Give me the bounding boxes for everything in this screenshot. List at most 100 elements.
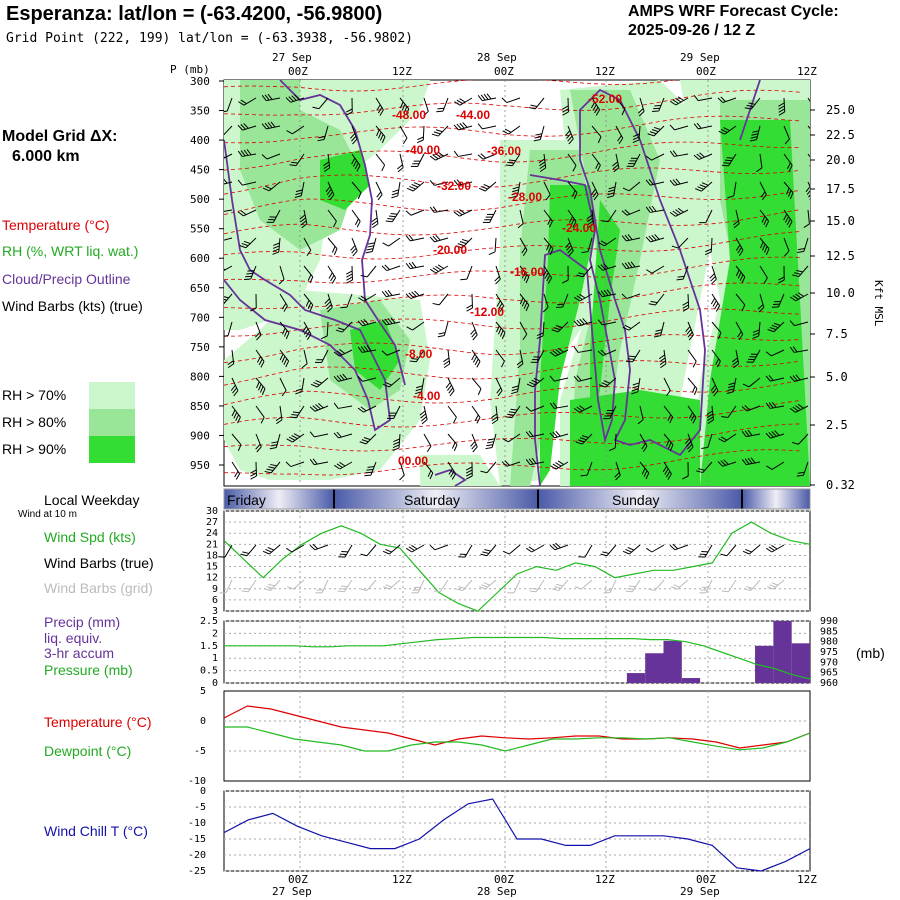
barb-staff	[410, 293, 425, 300]
barb-flag	[579, 405, 586, 411]
barb-staff	[412, 321, 425, 331]
barb-staff	[482, 125, 497, 130]
barb-flag	[453, 211, 460, 217]
barb-flag	[512, 189, 519, 193]
precip-bar	[755, 645, 774, 683]
wind-speed-line	[223, 521, 811, 612]
barb-flag	[510, 408, 518, 411]
barb-flag	[466, 304, 473, 309]
barb-staff	[443, 321, 449, 336]
barb-staff	[651, 265, 665, 274]
barb-flag	[385, 584, 392, 588]
barb-flag	[603, 289, 609, 296]
barb-flag	[388, 415, 396, 417]
barb-flag	[612, 161, 618, 167]
xs-wind-barb	[533, 125, 545, 142]
barb-staff	[771, 349, 785, 357]
pressure-ytick-960: 960	[820, 678, 838, 689]
barb-staff	[268, 544, 281, 555]
barb-flag	[629, 355, 636, 358]
xs-wind-barb	[765, 349, 785, 357]
xs-wind-barb	[327, 265, 337, 284]
xs-wind-barb	[495, 377, 503, 397]
barb-flag	[334, 464, 341, 470]
barb-flag	[716, 360, 721, 368]
barb-flag	[614, 472, 620, 478]
barb-flag	[487, 438, 495, 441]
barb-flag	[310, 383, 318, 388]
barb-staff	[327, 293, 333, 308]
barb-staff	[626, 293, 641, 300]
barb-staff	[303, 293, 314, 306]
barb-flag	[486, 444, 494, 447]
barb-flag	[455, 245, 463, 249]
xs-wind-barb	[495, 349, 505, 368]
xs-wind-barb	[778, 97, 786, 116]
xs-wind-barb	[491, 405, 499, 425]
xs-wind-barb	[807, 125, 810, 138]
barb-staff	[266, 153, 281, 160]
barb-flag	[241, 590, 249, 593]
wind-ytick-12: 12	[206, 573, 218, 584]
barb-staff	[399, 125, 408, 139]
barb-flag	[737, 331, 742, 338]
barb-flag	[741, 459, 747, 465]
xs-wind-barb	[494, 265, 501, 285]
barb-flag	[267, 547, 275, 551]
barb-flag	[549, 351, 556, 357]
barb-staff	[567, 153, 577, 166]
barb-flag	[621, 293, 628, 299]
barb-staff	[543, 153, 547, 168]
barb-staff	[773, 321, 785, 333]
xs-wind-barb	[453, 122, 473, 131]
barb-staff	[746, 461, 761, 466]
barb-flag	[385, 548, 392, 553]
barb-flag	[555, 325, 563, 329]
barb-staff	[437, 125, 449, 137]
barb-staff	[591, 153, 601, 166]
barb-flag	[711, 278, 717, 285]
barb-flag	[665, 471, 671, 478]
barb-flag	[214, 236, 218, 243]
barb-flag	[360, 588, 367, 592]
barb-flag	[479, 586, 486, 590]
xs-wind-barb	[783, 125, 790, 145]
windchill-ytick--5: -5	[194, 802, 206, 813]
xs-wind-barb	[669, 124, 689, 131]
barb-flag	[806, 188, 810, 195]
barb-staff	[602, 321, 617, 326]
barb-flag	[392, 444, 400, 449]
barb-staff	[301, 377, 305, 392]
barb-flag	[744, 107, 752, 110]
xs-wind-barb	[333, 431, 353, 439]
barb-flag	[429, 179, 435, 186]
barb-flag	[600, 349, 607, 355]
barb-staff	[794, 349, 809, 353]
barb-flag	[244, 278, 251, 281]
top-hour-6: 12Z	[797, 65, 817, 78]
saturday-band	[334, 489, 538, 509]
barb-flag	[470, 329, 476, 335]
barb-flag	[360, 319, 366, 326]
barb-flag	[704, 251, 712, 256]
xs-wind-barb	[543, 209, 553, 228]
barb-flag	[312, 106, 320, 110]
barb-staff	[363, 293, 377, 302]
xs-wind-barb	[399, 461, 405, 481]
barb-flag	[735, 244, 741, 251]
barb-flag	[682, 301, 689, 306]
barb-staff	[519, 321, 528, 335]
barb-staff	[735, 265, 746, 278]
barb-flag	[671, 586, 678, 590]
barb-flag	[459, 553, 467, 556]
xs-wind-barb	[350, 237, 358, 257]
barb-flag	[289, 164, 297, 167]
barb-flag	[471, 331, 477, 338]
barb-flag	[246, 272, 254, 275]
temp-contour-label: -8.00	[405, 347, 433, 361]
barb-flag	[474, 358, 479, 366]
barb-flag	[256, 381, 260, 389]
xs-wind-barb	[375, 181, 383, 201]
wind-barb-grid	[552, 579, 569, 592]
barb-staff	[707, 433, 713, 448]
